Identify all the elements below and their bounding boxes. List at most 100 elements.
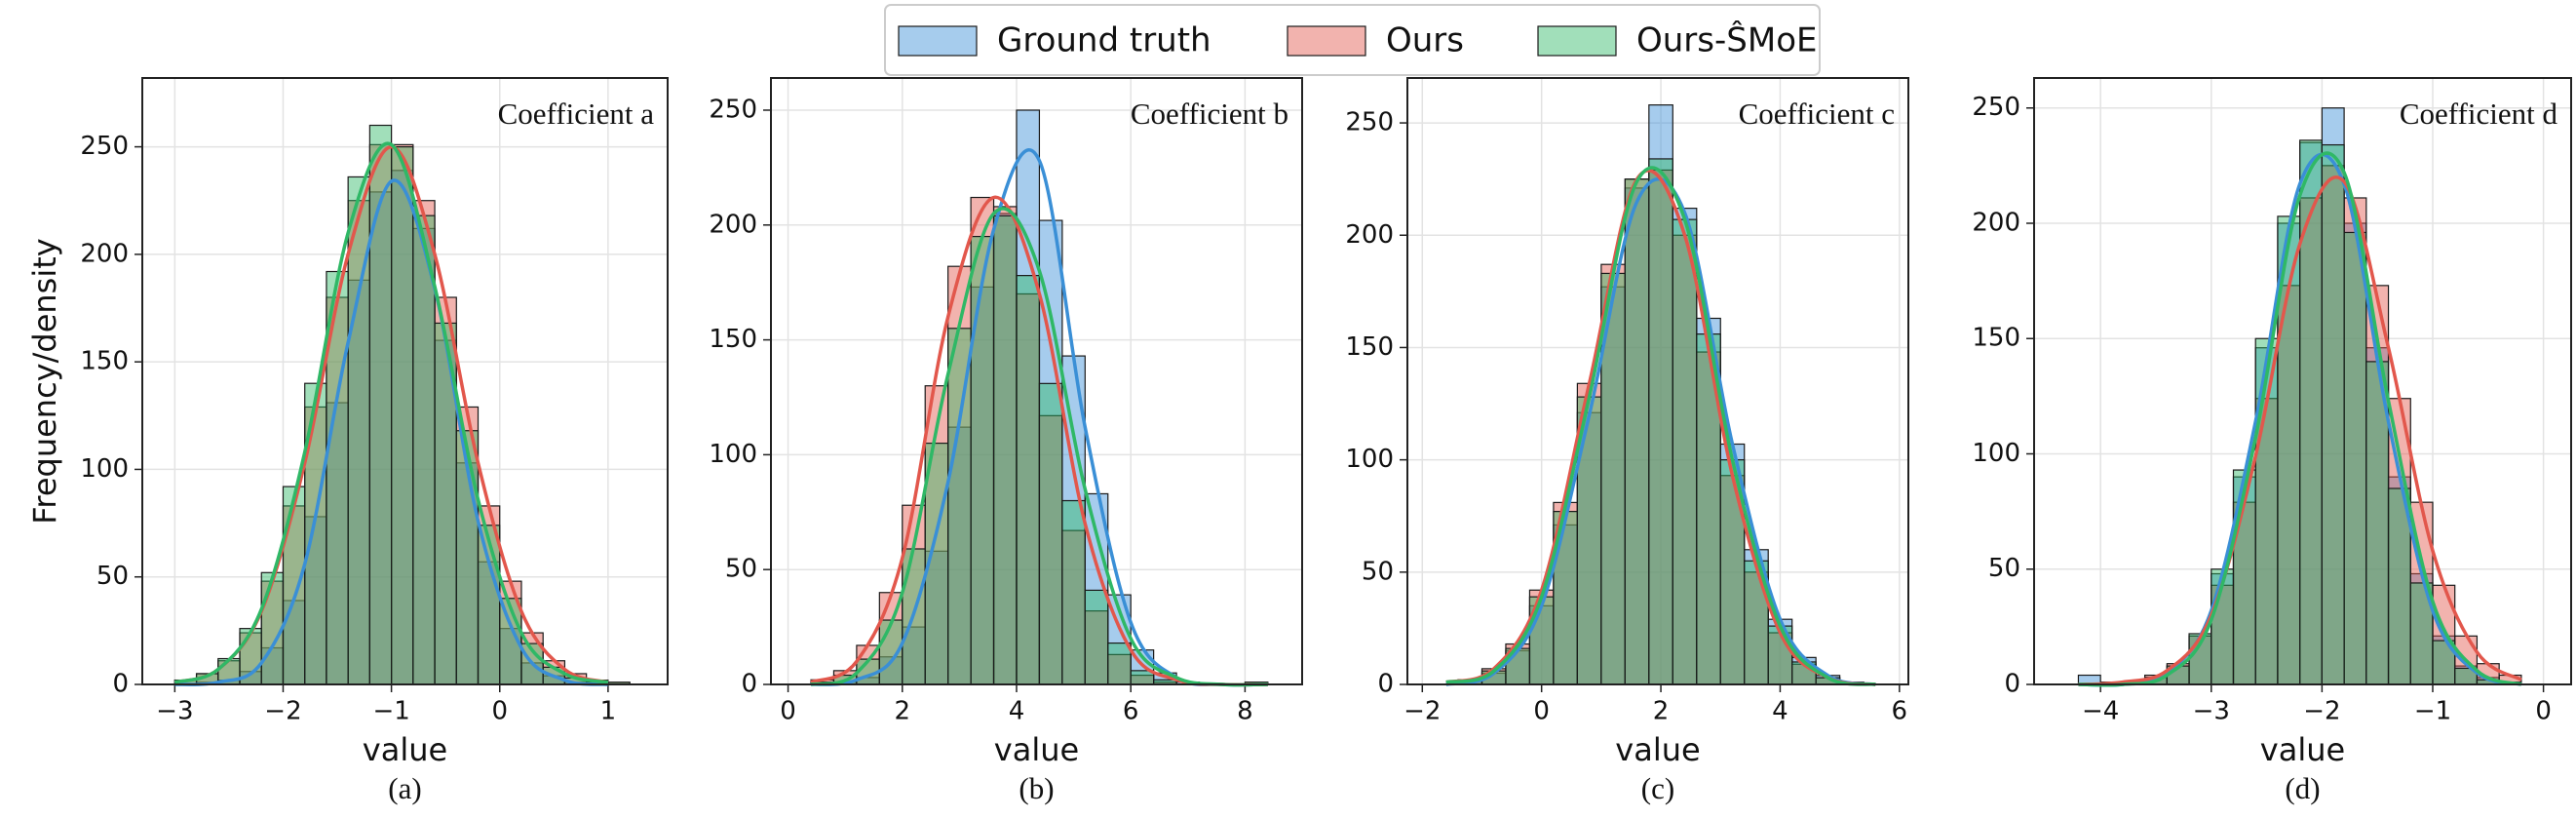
y-tick-label: 0 [1377, 670, 1394, 699]
x-tick-label: 2 [1653, 697, 1670, 726]
bar [1624, 178, 1650, 685]
panel: 0 50 100 150 200 250 0 2 4 6 8 Coefficient b value(b… [709, 77, 1303, 805]
x-tick-label: 4 [1772, 697, 1788, 726]
legend-swatch [1287, 25, 1366, 57]
x-tick-label: −1 [372, 697, 409, 726]
legend-label: Ours [1386, 21, 1464, 60]
bar [391, 145, 414, 685]
axes-frame [1406, 77, 1909, 685]
panel: 0 50 100 150 200 250 −3 −2 −1 0 1 Coefficient a valu… [26, 77, 669, 805]
y-tick-label: 250 [1345, 108, 1394, 137]
bar [2299, 139, 2323, 685]
y-tick-label: 100 [1345, 445, 1394, 474]
kde-line [173, 141, 609, 684]
bar [1505, 647, 1531, 685]
legend-label: Ground truth [997, 21, 1211, 60]
kde-line [2078, 151, 2522, 687]
y-tick-label: 200 [1972, 208, 2020, 237]
x-tick-label: 6 [1892, 697, 1908, 726]
x-tick-label: 0 [491, 697, 508, 726]
x-tick-label: 4 [1009, 697, 1025, 726]
bar [1038, 382, 1063, 685]
y-tick-label: 100 [709, 440, 757, 469]
panel-title: Coefficient c [1739, 97, 1895, 131]
y-tick-label: 100 [80, 454, 129, 484]
bar [2343, 231, 2367, 685]
panel: 0 50 100 150 200 250 −2 0 2 4 6 Coefficient c value(… [1345, 77, 1909, 805]
bar [368, 124, 393, 685]
y-tick-label: 200 [709, 210, 757, 239]
y-tick-label: 150 [1345, 332, 1394, 362]
y-tick-label: 50 [725, 555, 757, 584]
bar [282, 486, 306, 685]
x-tick-label: 1 [600, 697, 617, 726]
x-axis-label: value [994, 731, 1079, 768]
bar [1084, 589, 1109, 685]
y-tick-label: 0 [2004, 670, 2020, 699]
bar [1672, 218, 1698, 685]
bar [477, 525, 501, 685]
bar [2321, 143, 2345, 685]
bar [1600, 286, 1626, 685]
kde-line [810, 195, 1268, 687]
kde-line [810, 207, 1268, 687]
x-tick-label: 0 [1533, 697, 1550, 726]
bar [2254, 337, 2279, 685]
bar [992, 214, 1018, 685]
panel-title: Coefficient d [2400, 97, 2558, 131]
bar [1061, 499, 1086, 685]
legend-swatch [1537, 25, 1617, 57]
x-tick-label: −3 [156, 697, 193, 726]
legend-frame [884, 4, 1821, 76]
x-tick-label: −2 [2303, 697, 2340, 726]
x-tick-label: 6 [1123, 697, 1139, 726]
x-tick-label: −4 [2082, 697, 2119, 726]
bar [412, 214, 436, 685]
bar [1016, 275, 1041, 685]
y-tick-label: 150 [80, 347, 129, 376]
caption: (c) [1641, 771, 1674, 805]
x-tick-label: 2 [895, 697, 911, 726]
axes-frame [141, 77, 669, 685]
x-axis-label: value [1615, 731, 1700, 768]
kde-line [174, 178, 609, 686]
bar [304, 382, 327, 685]
x-tick-label: −3 [2193, 697, 2230, 726]
y-tick-label: 50 [1988, 554, 2020, 583]
axes-frame [770, 77, 1303, 685]
y-axis-label: Frequency/density [26, 238, 63, 524]
x-tick-label: −2 [264, 697, 301, 726]
axes-frame [2033, 77, 2572, 685]
panel-title: Coefficient a [498, 97, 655, 131]
caption: (b) [1019, 771, 1054, 805]
kde-line [810, 148, 1268, 687]
kde-line [1445, 166, 1876, 686]
bar [970, 235, 995, 685]
kde-line [2078, 175, 2522, 686]
x-axis-label: value [363, 731, 447, 768]
y-tick-label: 150 [709, 325, 757, 354]
x-tick-label: 0 [780, 697, 796, 726]
caption: (a) [388, 771, 421, 805]
bar [1130, 670, 1155, 685]
y-tick-label: 150 [1972, 324, 2020, 353]
kde-line [1445, 177, 1876, 686]
legend-label: Ours-ŜMoE [1636, 20, 1817, 60]
y-tick-label: 250 [1972, 93, 2020, 122]
y-tick-label: 50 [1362, 557, 1394, 586]
y-tick-label: 250 [709, 95, 757, 124]
bar [1648, 169, 1673, 685]
bar [1648, 158, 1673, 685]
legend-swatch [898, 25, 978, 57]
caption: (d) [2285, 771, 2320, 805]
x-tick-label: 8 [1237, 697, 1253, 726]
y-tick-label: 50 [96, 562, 129, 591]
x-axis-label: value [2260, 731, 2345, 768]
panel: 0 50 100 150 200 250 −4 −3 −2 −1 0 Coefficient d val… [1972, 77, 2572, 805]
y-tick-label: 100 [1972, 439, 2020, 468]
bar [1107, 642, 1132, 685]
y-tick-label: 0 [112, 670, 129, 699]
y-tick-label: 250 [80, 132, 129, 161]
kde-line [1445, 169, 1876, 686]
